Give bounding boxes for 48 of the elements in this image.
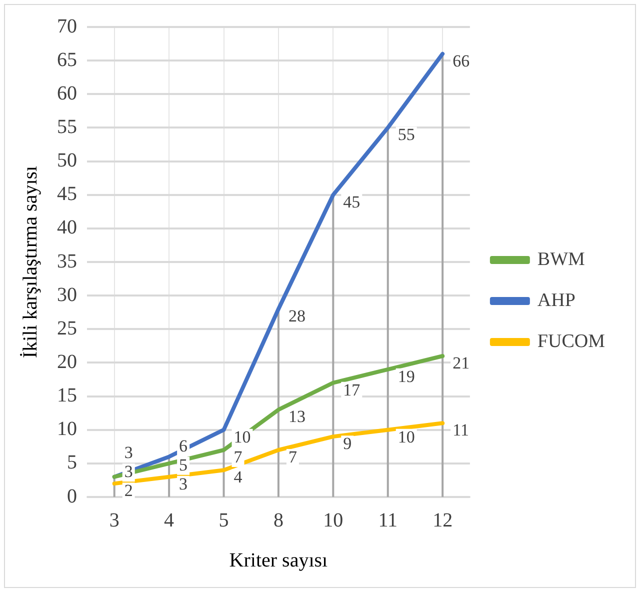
legend-label: AHP (537, 290, 576, 311)
data-label: 9 (343, 434, 352, 454)
y-tick-label: 50 (57, 150, 77, 172)
data-label: 19 (398, 366, 415, 386)
y-axis-title: İkili karşılaştırma sayısı (19, 165, 42, 358)
data-label: 3 (124, 443, 133, 462)
legend-label: BWM (537, 248, 586, 270)
data-label: 13 (288, 407, 306, 426)
x-tick-label: 8 (273, 509, 284, 532)
legend-label: FUCOM (537, 330, 606, 352)
data-label: 55 (398, 125, 415, 144)
data-label: 4 (234, 468, 243, 487)
y-tick-label: 45 (57, 183, 77, 206)
x-axis-title: Kriter sayısı (229, 549, 328, 572)
x-tick-label: 3 (109, 509, 120, 532)
x-tick-label: 12 (432, 509, 453, 532)
data-label: 7 (234, 447, 243, 466)
data-label: 10 (398, 427, 415, 446)
y-tick-label: 40 (57, 216, 77, 239)
data-label: 17 (343, 380, 361, 400)
data-label: 6 (179, 436, 188, 456)
y-tick-label: 65 (57, 48, 77, 71)
data-label: 5 (179, 455, 188, 474)
y-tick-label: 20 (57, 350, 77, 373)
data-label: 66 (452, 51, 470, 70)
y-tick-label: 25 (57, 317, 77, 340)
data-label: 10 (234, 427, 251, 446)
y-tick-label: 70 (57, 15, 77, 38)
data-label: 2 (124, 481, 133, 500)
y-tick-label: 0 (67, 485, 77, 508)
data-label: 45 (343, 192, 360, 212)
data-label: 21 (452, 353, 470, 372)
x-tick-label: 4 (164, 509, 174, 532)
y-tick-label: 30 (57, 284, 77, 306)
x-tick-label: 11 (378, 509, 398, 532)
y-tick-label: 35 (57, 250, 77, 272)
y-tick-label: 15 (57, 384, 77, 407)
x-tick-label: 10 (323, 509, 344, 532)
data-label: 11 (452, 420, 469, 440)
data-label: 3 (179, 474, 188, 494)
y-tick-label: 10 (57, 418, 77, 440)
x-tick-label: 5 (218, 509, 229, 532)
data-label: 28 (288, 306, 306, 326)
y-tick-label: 60 (57, 82, 77, 104)
y-tick-label: 5 (67, 452, 77, 474)
data-label: 3 (124, 462, 133, 482)
data-label: 7 (288, 447, 298, 466)
y-tick-label: 55 (57, 116, 77, 138)
